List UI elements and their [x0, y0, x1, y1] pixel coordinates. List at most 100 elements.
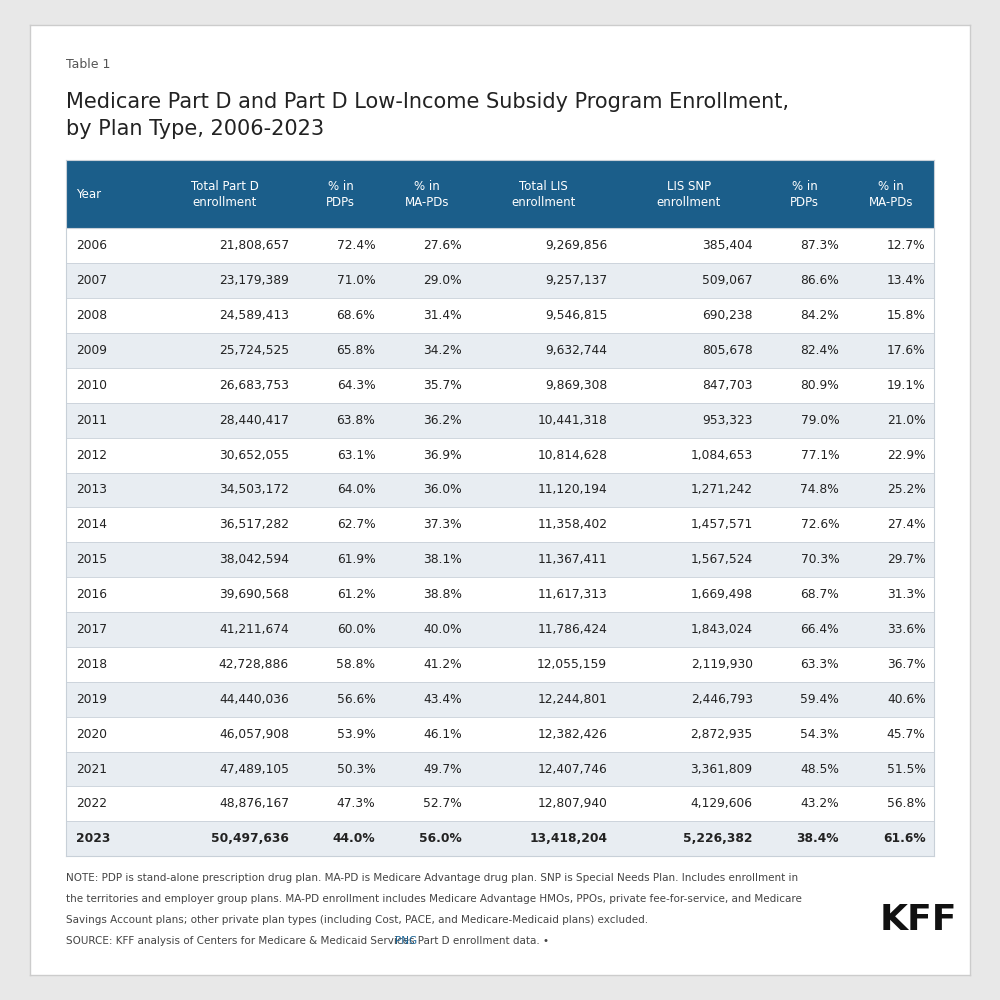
Text: 12.7%: 12.7%: [887, 239, 926, 252]
Text: 62.7%: 62.7%: [337, 518, 375, 531]
Bar: [66, 752, 934, 786]
Text: 63.3%: 63.3%: [801, 658, 839, 671]
Text: 48,876,167: 48,876,167: [219, 797, 289, 810]
Text: 25,724,525: 25,724,525: [219, 344, 289, 357]
Text: 36.2%: 36.2%: [423, 414, 462, 427]
Text: 63.1%: 63.1%: [337, 449, 375, 462]
Text: 2012: 2012: [76, 449, 107, 462]
Text: 40.6%: 40.6%: [887, 693, 926, 706]
Bar: [66, 577, 934, 612]
Text: 45.7%: 45.7%: [887, 728, 926, 741]
Text: 2017: 2017: [76, 623, 107, 636]
Bar: [66, 403, 934, 438]
Text: 56.0%: 56.0%: [419, 832, 462, 845]
Text: 59.4%: 59.4%: [800, 693, 839, 706]
Text: 64.3%: 64.3%: [337, 379, 375, 392]
Bar: [66, 821, 934, 856]
Text: 34.2%: 34.2%: [423, 344, 462, 357]
Text: 9,546,815: 9,546,815: [545, 309, 607, 322]
Text: 49.7%: 49.7%: [423, 763, 462, 776]
Text: Total LIS
enrollment: Total LIS enrollment: [511, 180, 575, 209]
Bar: [66, 333, 934, 368]
Text: Table 1: Table 1: [66, 58, 110, 71]
Text: 11,358,402: 11,358,402: [537, 518, 607, 531]
Text: 42,728,886: 42,728,886: [219, 658, 289, 671]
Text: 43.4%: 43.4%: [423, 693, 462, 706]
Text: 2,872,935: 2,872,935: [690, 728, 753, 741]
Text: 23,179,389: 23,179,389: [219, 274, 289, 287]
Text: 1,084,653: 1,084,653: [690, 449, 753, 462]
Text: 690,238: 690,238: [702, 309, 753, 322]
Text: NOTE: PDP is stand-alone prescription drug plan. MA-PD is Medicare Advantage dru: NOTE: PDP is stand-alone prescription dr…: [66, 873, 798, 883]
Text: 46.1%: 46.1%: [423, 728, 462, 741]
Text: 2023: 2023: [76, 832, 111, 845]
Text: 27.6%: 27.6%: [423, 239, 462, 252]
Text: 74.8%: 74.8%: [800, 483, 839, 496]
Text: 33.6%: 33.6%: [887, 623, 926, 636]
Text: 11,617,313: 11,617,313: [538, 588, 607, 601]
Bar: [66, 228, 934, 263]
Text: 1,457,571: 1,457,571: [690, 518, 753, 531]
Text: the territories and employer group plans. MA-PD enrollment includes Medicare Adv: the territories and employer group plans…: [66, 894, 802, 904]
Text: 46,057,908: 46,057,908: [219, 728, 289, 741]
Text: 385,404: 385,404: [702, 239, 753, 252]
Text: Savings Account plans; other private plan types (including Cost, PACE, and Medic: Savings Account plans; other private pla…: [66, 915, 648, 925]
Text: 4,129,606: 4,129,606: [691, 797, 753, 810]
Text: 5,226,382: 5,226,382: [683, 832, 753, 845]
Text: 60.0%: 60.0%: [337, 623, 375, 636]
Text: 51.5%: 51.5%: [887, 763, 926, 776]
Text: 31.3%: 31.3%: [887, 588, 926, 601]
Text: 1,843,024: 1,843,024: [691, 623, 753, 636]
Text: % in
PDPs: % in PDPs: [790, 180, 819, 209]
Text: 41,211,674: 41,211,674: [219, 623, 289, 636]
Text: 1,669,498: 1,669,498: [691, 588, 753, 601]
Text: 11,786,424: 11,786,424: [537, 623, 607, 636]
Text: 9,869,308: 9,869,308: [545, 379, 607, 392]
Text: 25.2%: 25.2%: [887, 483, 926, 496]
Text: 47.3%: 47.3%: [337, 797, 375, 810]
Text: 72.4%: 72.4%: [337, 239, 375, 252]
Text: 47,489,105: 47,489,105: [219, 763, 289, 776]
Text: 40.0%: 40.0%: [423, 623, 462, 636]
Text: 56.6%: 56.6%: [337, 693, 375, 706]
Bar: [66, 786, 934, 821]
Text: 805,678: 805,678: [702, 344, 753, 357]
Text: 2020: 2020: [76, 728, 107, 741]
Text: 71.0%: 71.0%: [337, 274, 375, 287]
Text: 36.0%: 36.0%: [423, 483, 462, 496]
Bar: [66, 682, 934, 717]
Text: 66.4%: 66.4%: [801, 623, 839, 636]
Text: PNG: PNG: [395, 936, 417, 946]
Text: 3,361,809: 3,361,809: [691, 763, 753, 776]
Text: KFF: KFF: [880, 903, 957, 937]
Text: 21,808,657: 21,808,657: [219, 239, 289, 252]
Bar: [66, 473, 934, 507]
Text: by Plan Type, 2006-2023: by Plan Type, 2006-2023: [66, 119, 324, 139]
Text: 86.6%: 86.6%: [800, 274, 839, 287]
Text: 11,367,411: 11,367,411: [538, 553, 607, 566]
Text: 2019: 2019: [76, 693, 107, 706]
Text: 2022: 2022: [76, 797, 107, 810]
Text: 19.1%: 19.1%: [887, 379, 926, 392]
Text: 84.2%: 84.2%: [800, 309, 839, 322]
Text: 11,120,194: 11,120,194: [538, 483, 607, 496]
Text: 13,418,204: 13,418,204: [529, 832, 607, 845]
Text: 52.7%: 52.7%: [423, 797, 462, 810]
Text: 38.4%: 38.4%: [797, 832, 839, 845]
Text: 44.0%: 44.0%: [333, 832, 375, 845]
Text: 26,683,753: 26,683,753: [219, 379, 289, 392]
Text: 82.4%: 82.4%: [800, 344, 839, 357]
Text: 10,814,628: 10,814,628: [537, 449, 607, 462]
Text: 9,632,744: 9,632,744: [545, 344, 607, 357]
Text: 61.9%: 61.9%: [337, 553, 375, 566]
Text: 2,119,930: 2,119,930: [691, 658, 753, 671]
Text: 50.3%: 50.3%: [337, 763, 375, 776]
Bar: [66, 612, 934, 647]
Text: 34,503,172: 34,503,172: [219, 483, 289, 496]
Bar: [66, 298, 934, 333]
Text: 36,517,282: 36,517,282: [219, 518, 289, 531]
Text: 44,440,036: 44,440,036: [219, 693, 289, 706]
Text: 38.1%: 38.1%: [423, 553, 462, 566]
Bar: [66, 717, 934, 752]
Text: 37.3%: 37.3%: [423, 518, 462, 531]
